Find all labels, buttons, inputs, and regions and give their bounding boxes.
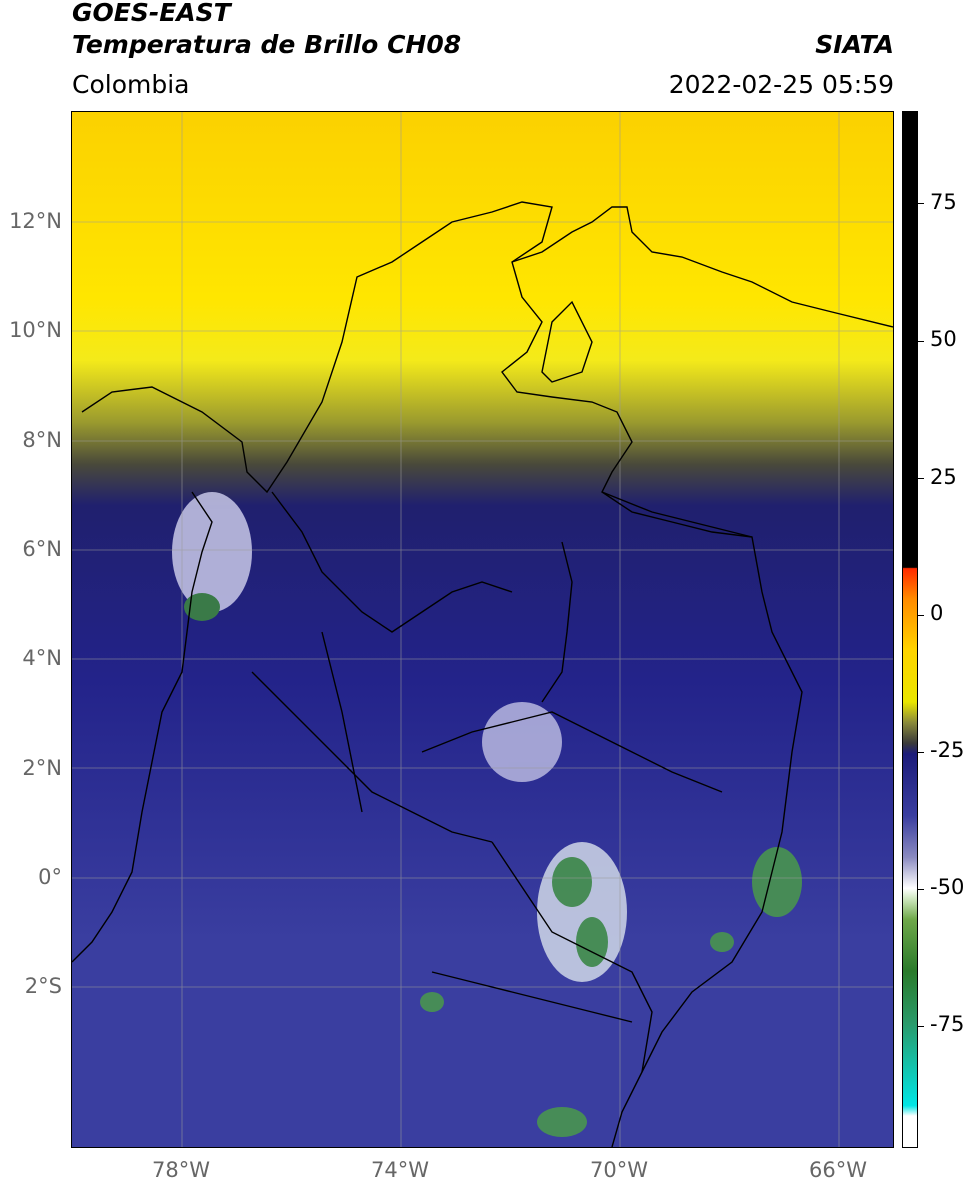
cloud-core xyxy=(576,917,608,967)
cloud-blob xyxy=(172,492,252,612)
cloud-core xyxy=(537,1107,587,1137)
colorbar xyxy=(902,111,918,1148)
lat-label-0: 0° xyxy=(38,865,62,889)
organization-label: SIATA xyxy=(815,30,894,59)
colorbar-tick xyxy=(918,341,924,342)
lon-label-70w: 70°W xyxy=(590,1158,648,1182)
title-product: Temperatura de Brillo CH08 xyxy=(72,30,462,59)
colorbar-label-neg75: -75 xyxy=(930,1012,965,1036)
lon-label-66w: 66°W xyxy=(809,1158,867,1182)
borders xyxy=(72,201,893,1147)
datetime-label: 2022-02-25 05:59 xyxy=(668,70,894,99)
cloud-core xyxy=(184,593,220,621)
cloud-core xyxy=(552,857,592,907)
lat-label-12n: 12°N xyxy=(9,209,62,233)
cloud-tops xyxy=(172,492,802,1137)
cloud-core xyxy=(752,847,802,917)
colorbar-tick xyxy=(918,478,924,479)
colorbar-tick xyxy=(918,889,924,890)
colorbar-label-0: 0 xyxy=(930,601,944,625)
colorbar-label-neg50: -50 xyxy=(930,875,965,899)
lat-label-8n: 8°N xyxy=(22,428,62,452)
colorbar-label-50: 50 xyxy=(930,327,957,351)
lat-label-10n: 10°N xyxy=(9,318,62,342)
colorbar-label-75: 75 xyxy=(930,190,957,214)
lon-label-74w: 74°W xyxy=(371,1158,429,1182)
colorbar-tick xyxy=(918,1026,924,1027)
colorbar-tick xyxy=(918,615,924,616)
colorbar-label-25: 25 xyxy=(930,465,957,489)
title-satellite: GOES-EAST xyxy=(72,0,231,27)
satellite-map[interactable] xyxy=(71,111,894,1148)
region-label: Colombia xyxy=(72,70,190,99)
lat-label-2n: 2°N xyxy=(22,756,62,780)
cloud-core xyxy=(420,992,444,1012)
graticule xyxy=(72,112,893,1147)
lat-label-2s: 2°S xyxy=(24,974,62,998)
colorbar-tick xyxy=(918,752,924,753)
lat-label-6n: 6°N xyxy=(22,537,62,561)
lat-label-4n: 4°N xyxy=(22,646,62,670)
map-overlay xyxy=(72,112,893,1147)
lon-label-78w: 78°W xyxy=(152,1158,210,1182)
cloud-core xyxy=(710,932,734,952)
colorbar-tick xyxy=(918,203,924,204)
colorbar-label-neg25: -25 xyxy=(930,738,965,762)
cloud-blob xyxy=(482,702,562,782)
